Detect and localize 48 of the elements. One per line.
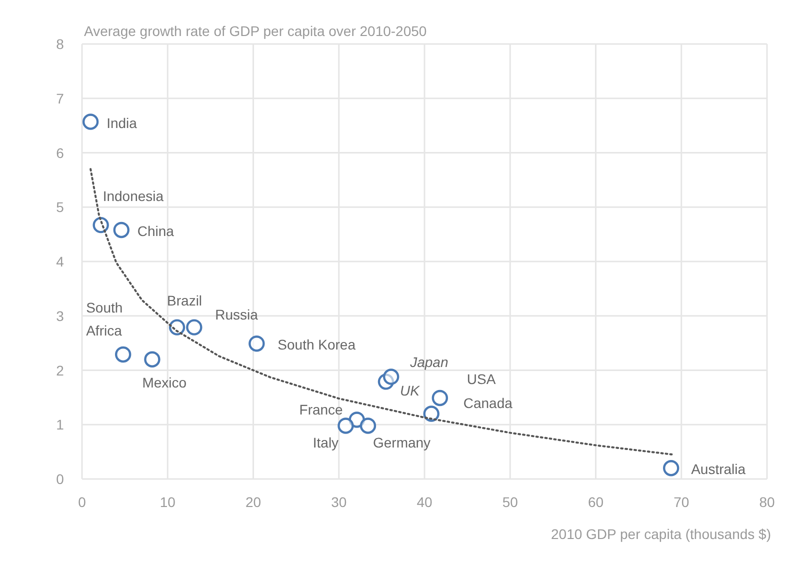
- y-tick-label: 0: [56, 471, 64, 487]
- annotation: Japan: [409, 354, 448, 370]
- point: [338, 418, 354, 434]
- x-axis-title: 2010 GDP per capita (thousands $): [551, 526, 771, 542]
- point: [360, 418, 376, 434]
- point: [115, 346, 132, 363]
- annotation: Russia: [215, 306, 258, 322]
- y-tick-label: 1: [56, 416, 64, 433]
- x-tick-label: 40: [416, 494, 432, 510]
- x-tick-label: 20: [245, 494, 262, 510]
- annotation: Indonesia: [102, 188, 164, 204]
- annotation: Brazil: [167, 292, 202, 308]
- annotation: Germany: [372, 434, 431, 451]
- point: [663, 460, 680, 476]
- annotation: Australia: [691, 461, 746, 478]
- annotation: Canada: [463, 394, 513, 411]
- point: [423, 406, 440, 422]
- y-tick-label: 8: [56, 36, 64, 52]
- y-tick-label: 3: [56, 308, 64, 324]
- annotation: South Africa: [86, 299, 123, 338]
- y-tick-label: 2: [56, 362, 64, 378]
- y-tick-label: 4: [56, 254, 64, 270]
- x-tick-label: 30: [331, 494, 347, 510]
- point: [82, 114, 99, 130]
- x-tick-label: 80: [759, 494, 775, 510]
- point: [144, 351, 160, 368]
- point: [383, 368, 400, 385]
- annotation: Mexico: [142, 374, 187, 390]
- x-tick-label: 60: [588, 494, 604, 510]
- annotation: South Korea: [278, 336, 356, 353]
- point: [432, 390, 448, 406]
- annotation: India: [106, 114, 138, 131]
- point: [186, 319, 202, 336]
- annotation: France: [299, 402, 344, 418]
- point: [248, 336, 265, 352]
- annotation: UK: [400, 382, 420, 399]
- x-tick-label: 10: [160, 494, 176, 510]
- annotation: Italy: [312, 434, 339, 451]
- x-tick-label: 0: [78, 494, 86, 510]
- y-axis-title: Average growth rate of GDP per capita over 2010-2050: [84, 23, 427, 39]
- x-tick-label: 50: [502, 494, 518, 510]
- y-tick-label: 6: [56, 144, 64, 161]
- annotation: China: [137, 222, 174, 239]
- y-tick-label: 5: [56, 199, 64, 216]
- point: [113, 222, 130, 238]
- x-tick-label: 70: [674, 494, 690, 510]
- y-tick-label: 7: [56, 90, 64, 106]
- annotation: USA: [466, 370, 496, 387]
